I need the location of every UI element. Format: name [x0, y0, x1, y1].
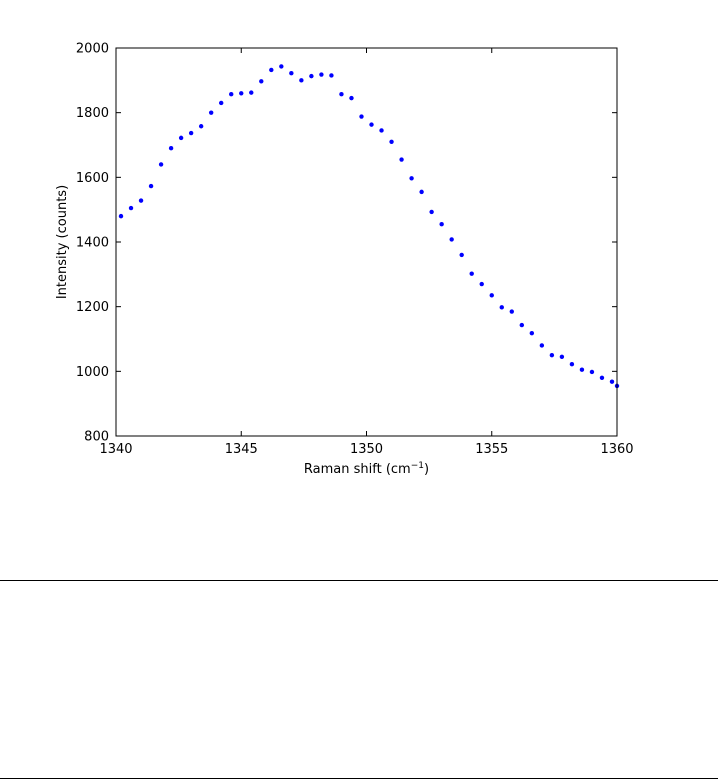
x-tick-label: 1360: [600, 442, 633, 457]
data-point: [269, 67, 274, 73]
data-point: [469, 271, 474, 276]
data-point: [379, 128, 384, 133]
data-point: [439, 222, 444, 227]
data-point: [539, 343, 545, 348]
data-point: [349, 95, 354, 101]
x-tick-label: 1350: [350, 442, 383, 457]
data-point: [118, 213, 124, 219]
data-point: [158, 162, 164, 167]
data-point: [559, 354, 565, 359]
y-tick-label: 800: [84, 430, 109, 445]
data-point: [279, 64, 284, 69]
data-point: [459, 252, 464, 258]
data-point: [569, 362, 575, 367]
data-point: [599, 375, 605, 380]
data-point: [529, 330, 535, 336]
data-point: [229, 92, 234, 97]
data-point: [259, 79, 264, 84]
data-point: [549, 352, 555, 358]
data-point: [309, 73, 314, 79]
data-point: [579, 367, 585, 372]
data-point: [449, 237, 454, 242]
data-point: [178, 135, 184, 141]
data-point: [128, 205, 134, 211]
data-point: [499, 305, 504, 310]
y-tick-label: 1000: [76, 365, 109, 380]
data-point: [519, 322, 525, 328]
data-point: [389, 139, 394, 144]
data-point: [509, 309, 514, 314]
x-tick-label: 1340: [99, 442, 132, 457]
data-point: [359, 114, 364, 119]
data-point: [399, 157, 404, 162]
data-point: [239, 91, 244, 96]
data-point: [299, 78, 304, 83]
data-point: [609, 379, 615, 384]
divider-bottom: [0, 778, 718, 779]
data-point: [249, 90, 254, 95]
data-point: [329, 73, 334, 78]
y-tick-label: 1200: [76, 300, 109, 315]
x-axis-label-end: ): [424, 462, 429, 477]
data-point: [369, 122, 374, 127]
y-axis-label: Intensity (counts): [55, 185, 70, 299]
data-point: [409, 176, 414, 181]
y-tick-label: 2000: [76, 42, 109, 57]
data-point: [168, 146, 174, 151]
x-axis-ticks: 1340 1345 1350 1355 1360: [99, 48, 634, 457]
data-point: [198, 124, 204, 129]
data-point: [419, 189, 424, 195]
divider-top: [0, 580, 718, 581]
data-point: [188, 130, 194, 136]
data-point: [589, 369, 595, 375]
data-point: [138, 198, 144, 203]
y-tick-label: 1800: [76, 106, 109, 121]
data-point: [339, 92, 344, 97]
data-point: [289, 71, 294, 76]
x-tick-label: 1345: [225, 442, 258, 457]
data-point: [219, 100, 224, 106]
x-axis-label-superscript: −1: [411, 461, 424, 471]
y-tick-label: 1600: [76, 171, 109, 186]
y-axis-ticks: 800 1000 1200 1400 1600 1800 2000: [76, 42, 617, 445]
data-point: [208, 110, 214, 115]
x-axis-label: Raman shift (cm−1): [304, 461, 429, 477]
y-tick-label: 1400: [76, 236, 109, 251]
data-point: [148, 183, 154, 189]
data-points: [118, 64, 620, 389]
data-point: [319, 72, 324, 77]
data-point: [479, 281, 484, 287]
x-tick-label: 1355: [475, 442, 508, 457]
data-point: [489, 293, 494, 298]
plot-frame: [115, 47, 618, 437]
data-point: [429, 209, 434, 215]
x-axis-label-text: Raman shift (cm: [304, 462, 411, 477]
scatter-chart: 1340 1345 1350 1355 1360 800 1000 1200 1400 1600…: [55, 42, 634, 478]
